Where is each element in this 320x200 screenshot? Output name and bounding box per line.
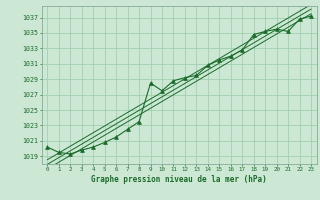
- X-axis label: Graphe pression niveau de la mer (hPa): Graphe pression niveau de la mer (hPa): [91, 175, 267, 184]
